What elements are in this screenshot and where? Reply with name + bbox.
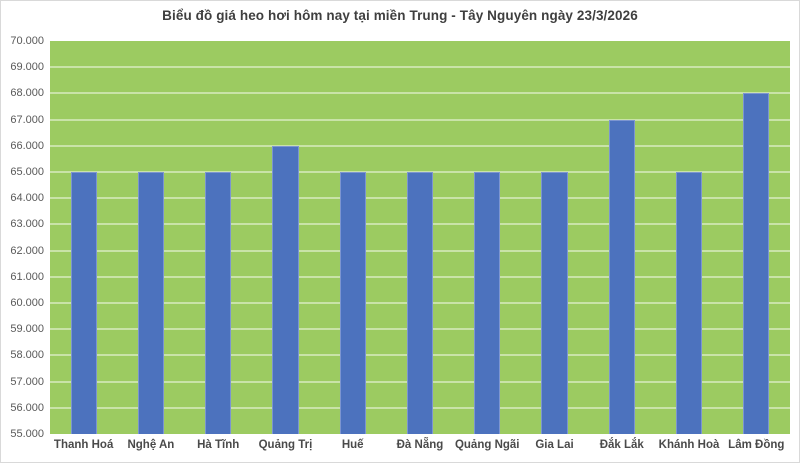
bar-huế xyxy=(339,172,366,434)
y-tick-label: 59.000 xyxy=(10,323,44,336)
gridline xyxy=(50,92,790,95)
y-tick-label: 60.000 xyxy=(10,296,44,309)
bar-đắk-lắk xyxy=(608,119,635,434)
y-tick-label: 57.000 xyxy=(10,375,44,388)
y-tick-label: 62.000 xyxy=(10,244,44,257)
bar-khánh-hoà xyxy=(675,172,703,434)
bar-hà-tĩnh xyxy=(205,172,232,434)
y-tick-label: 63.000 xyxy=(10,218,44,231)
bar-quảng-ngãi xyxy=(474,172,501,434)
y-tick-label: 56.000 xyxy=(10,401,44,414)
y-tick-label: 61.000 xyxy=(10,270,44,283)
plot-area xyxy=(50,41,790,434)
x-tick-label: Gia Lai xyxy=(535,439,574,451)
bar-nghệ-an xyxy=(137,172,165,434)
x-tick-label: Đắk Lắk xyxy=(599,439,644,451)
bar-lâm-đồng xyxy=(743,93,770,434)
y-tick-label: 70.000 xyxy=(10,35,44,47)
y-tick-label: 66.000 xyxy=(10,139,44,152)
x-tick-label: Huế xyxy=(341,439,364,451)
y-tick-label: 67.000 xyxy=(10,113,44,126)
x-tick-label: Nghệ An xyxy=(127,439,175,451)
gridline xyxy=(50,144,790,147)
x-tick-label: Đà Nẵng xyxy=(396,439,444,451)
y-tick-label: 68.000 xyxy=(10,87,44,100)
x-tick-label: Quảng Ngãi xyxy=(454,439,520,451)
y-tick-label: 55.000 xyxy=(10,428,44,440)
gridline xyxy=(50,118,790,121)
bar-gia-lai xyxy=(541,172,568,434)
x-tick-label: Thanh Hoá xyxy=(53,439,114,451)
y-tick-label: 65.000 xyxy=(10,165,44,178)
bar-thanh-hoá xyxy=(70,172,97,434)
y-tick-label: 58.000 xyxy=(10,349,44,362)
chart-title: Biểu đồ giá heo hơi hôm nay tại miền Tru… xyxy=(162,8,638,23)
x-axis: Thanh Hoá Nghệ An Hà Tĩnh Quảng Trị Huế Đà Nẵ… xyxy=(50,439,790,459)
x-tick-label: Khánh Hoà xyxy=(658,439,720,451)
y-axis: 55.000 56.000 57.000 58.000 59.000 60.000 61.0… xyxy=(1,35,46,440)
bar-đà-nẵng xyxy=(406,172,434,434)
y-tick-label: 69.000 xyxy=(10,61,44,74)
bar-quảng-trị xyxy=(272,145,299,434)
x-tick-label: Hà Tĩnh xyxy=(197,439,240,451)
y-tick-label: 64.000 xyxy=(10,192,44,205)
gridline xyxy=(50,170,790,173)
gridline xyxy=(50,66,790,69)
x-tick-label: Quảng Trị xyxy=(258,439,313,451)
x-tick-label: Lâm Đồng xyxy=(728,439,785,451)
